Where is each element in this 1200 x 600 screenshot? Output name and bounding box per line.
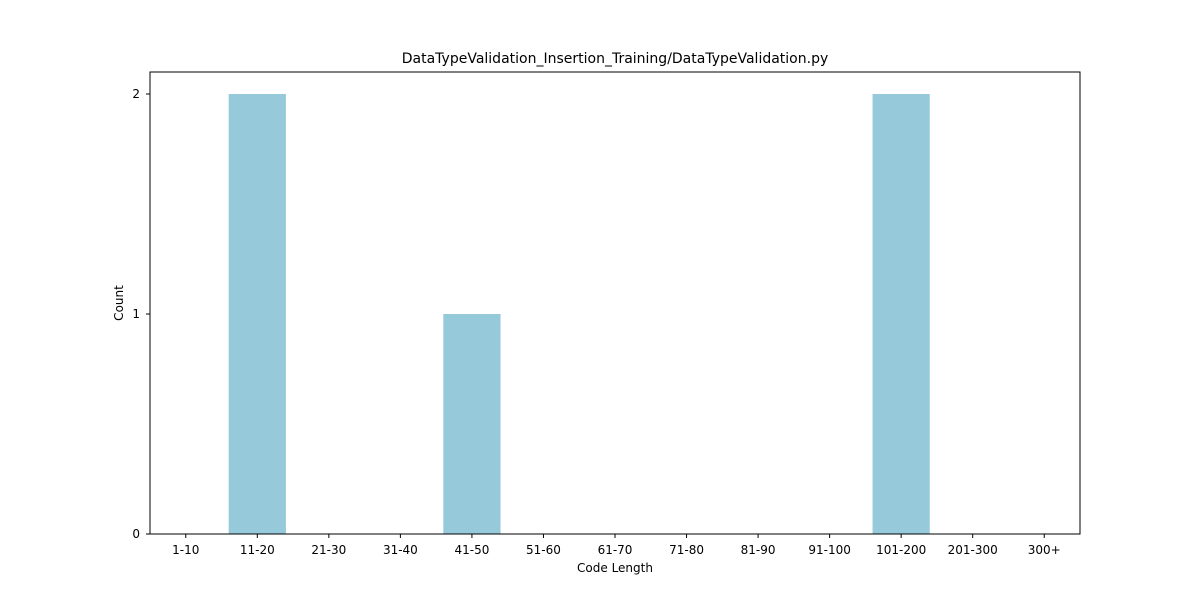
x-tick-label: 61-70 [598, 543, 633, 557]
bars-layer [228, 94, 930, 534]
chart-title: DataTypeValidation_Insertion_Training/Da… [402, 51, 829, 67]
bar-41-50 [443, 314, 501, 534]
x-tick-label: 11-20 [240, 543, 275, 557]
x-tick-label: 201-300 [948, 543, 998, 557]
x-tick-label: 91-100 [808, 543, 851, 557]
x-tick-label: 31-40 [383, 543, 418, 557]
bar-11-20 [228, 94, 286, 534]
x-tick-label: 71-80 [669, 543, 704, 557]
y-tick-label: 0 [132, 527, 140, 541]
x-axis-label: Code Length [577, 561, 653, 575]
y-axis: 0 1 2 [132, 87, 150, 541]
x-axis: 1-10 11-20 21-30 31-40 41-50 51-60 61-70 71-80 8… [172, 534, 1061, 557]
x-tick-label: 1-10 [172, 543, 199, 557]
x-tick-label: 41-50 [454, 543, 489, 557]
x-tick-label: 300+ [1028, 543, 1061, 557]
bar-101-200 [872, 94, 930, 534]
y-axis-label: Count [112, 285, 126, 321]
x-tick-label: 21-30 [311, 543, 346, 557]
x-tick-label: 51-60 [526, 543, 561, 557]
y-tick-label: 2 [132, 87, 140, 101]
y-tick-label: 1 [132, 307, 140, 321]
x-tick-label: 81-90 [741, 543, 776, 557]
x-tick-label: 101-200 [876, 543, 926, 557]
